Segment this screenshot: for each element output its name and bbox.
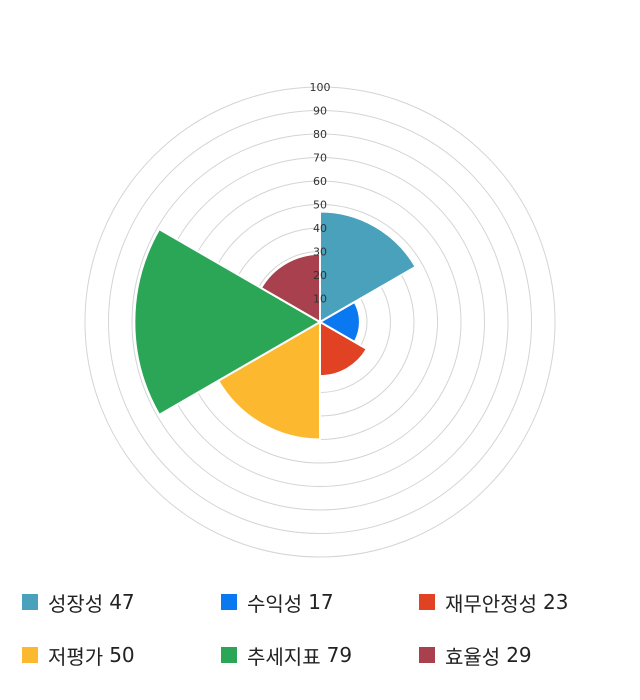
sector-4[interactable] [133,227,323,417]
legend-label: 추세지표 [247,644,321,669]
legend-value: 23 [543,590,569,614]
chart-sectors [133,210,418,441]
legend-label: 저평가 [48,644,104,669]
grid-ring [131,133,509,511]
legend-value: 47 [109,590,135,614]
tick-label: 10 [313,293,327,306]
legend-label: 성장성 [48,591,104,616]
sector-5[interactable] [259,252,321,324]
legend-item-profitability[interactable]: 수익성 17 [221,587,334,617]
legend-label: 재무안정성 [445,591,537,616]
polar-area-chart: 10 20 30 40 50 60 70 80 90 100 [84,81,556,558]
legend-swatch [22,594,38,610]
grid-ring [108,110,532,534]
tick-label: 40 [313,222,327,235]
tick-label: 30 [313,246,327,259]
legend-item-trend-indicator[interactable]: 추세지표 79 [221,640,352,670]
tick-label: 50 [313,199,327,212]
legend-swatch [221,594,237,610]
legend-swatch [419,647,435,663]
legend-value: 50 [109,643,135,667]
tick-label: 100 [310,81,331,94]
tick-label: 60 [313,175,327,188]
sector-0[interactable] [319,210,418,324]
legend-value: 79 [326,643,353,667]
sector-3[interactable] [216,320,321,441]
legend-item-undervalued[interactable]: 저평가 50 [22,640,135,670]
tick-label: 20 [313,269,327,282]
legend-swatch [221,647,237,663]
tick-label: 90 [313,105,327,118]
grid-ring [84,86,556,558]
legend-swatch [419,594,435,610]
legend-value: 17 [308,590,334,614]
legend: 성장성 47 수익성 17 재무안정성 23 저평가 50 추세지표 79 효율… [0,582,640,692]
legend-item-growth[interactable]: 성장성 47 [22,587,135,617]
tick-label: 80 [313,128,327,141]
tick-labels: 10 20 30 40 50 60 70 80 90 100 [310,81,331,306]
legend-item-efficiency[interactable]: 효율성 29 [419,640,532,670]
legend-label: 효율성 [445,644,501,669]
sector-2[interactable] [319,320,369,378]
legend-item-financial-stability[interactable]: 재무안정성 23 [419,587,568,617]
tick-label: 70 [313,152,327,165]
legend-swatch [22,647,38,663]
legend-label: 수익성 [247,591,303,616]
legend-value: 29 [506,643,532,667]
